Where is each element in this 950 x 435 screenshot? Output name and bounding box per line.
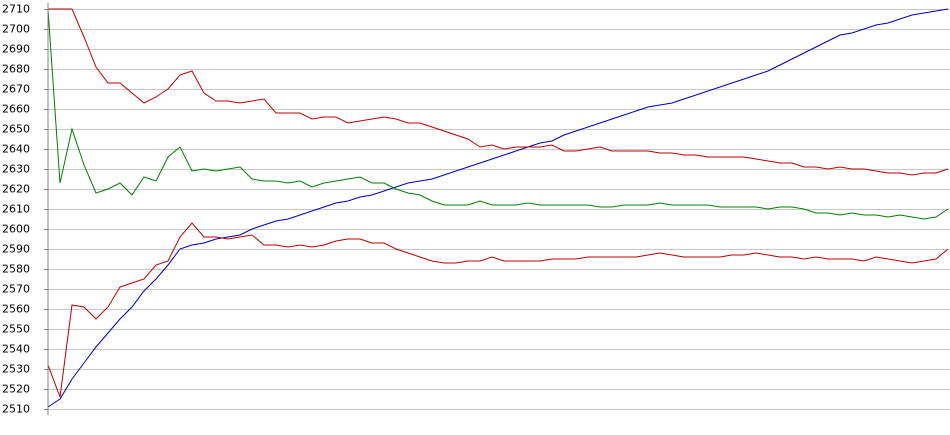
series-line: [47, 222, 949, 398]
y-tick-label: 2710: [2, 3, 30, 16]
y-tick-label: 2640: [2, 143, 30, 156]
series-line: [48, 8, 949, 176]
y-tick-label: 2520: [2, 383, 30, 396]
y-tick-label: 2700: [2, 23, 30, 36]
y-tick-label: 2690: [2, 43, 30, 56]
y-tick-label: 2670: [2, 83, 30, 96]
y-tick-label: 2680: [2, 63, 30, 76]
y-tick-label: 2570: [2, 283, 30, 296]
y-tick-label: 2650: [2, 123, 30, 136]
y-tick-label: 2550: [2, 323, 30, 336]
y-tick-label: 2600: [2, 223, 30, 236]
plot-lines: [47, 8, 949, 408]
y-tick-label: 2610: [2, 203, 30, 216]
y-tick-label: 2530: [2, 363, 30, 376]
series-line: [47, 8, 949, 408]
series-line: [47, 8, 949, 220]
y-tick-label: 2510: [2, 403, 30, 416]
y-tick-label: 2590: [2, 243, 30, 256]
y-tick-label: 2540: [2, 343, 30, 356]
grid: 2510 2520 2530 2540 2550 2560 2570 2580 2590 2600…: [2, 3, 950, 416]
y-tick-label: 2630: [2, 163, 30, 176]
y-tick-label: 2560: [2, 303, 30, 316]
y-tick-label: 2580: [2, 263, 30, 276]
y-tick-label: 2660: [2, 103, 30, 116]
y-tick-label: 2620: [2, 183, 30, 196]
